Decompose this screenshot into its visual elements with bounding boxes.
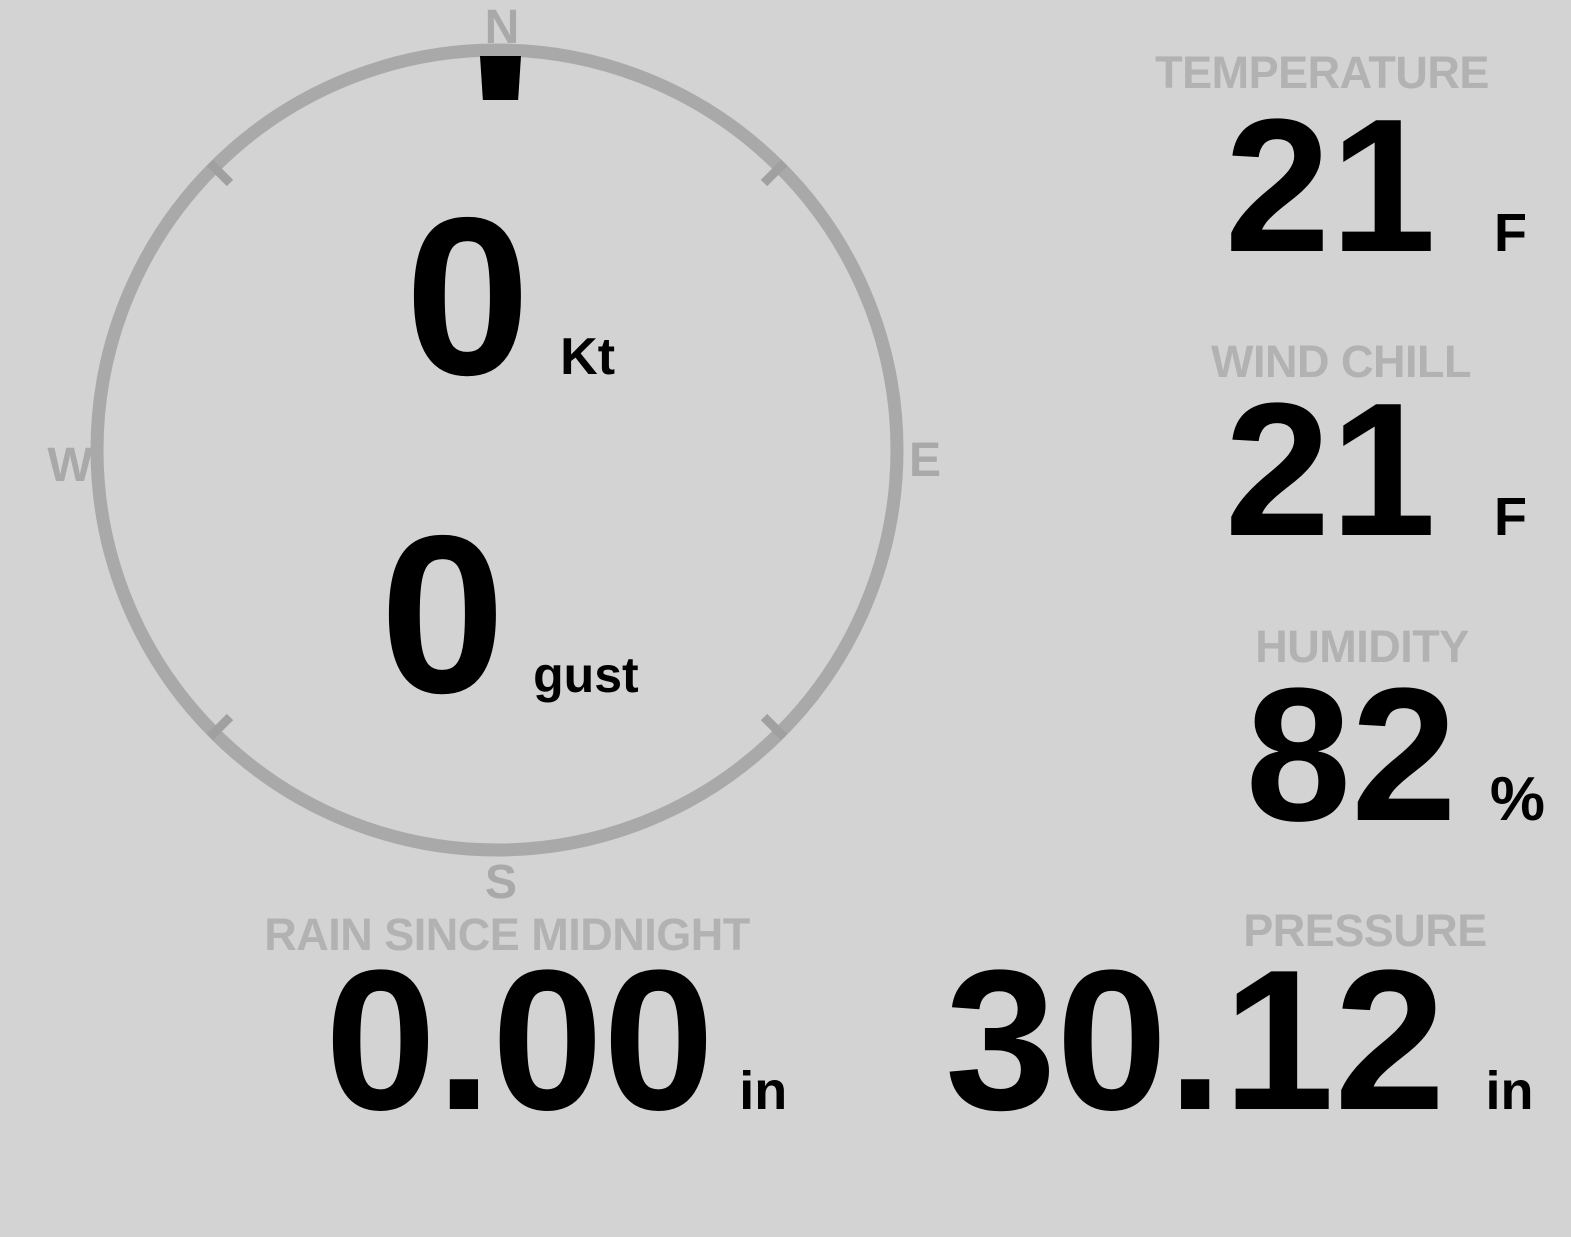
wind-gust-unit: gust [533, 647, 639, 703]
wind-direction-marker-icon [480, 56, 521, 100]
pressure-value: 30.12 [945, 929, 1446, 1152]
wind-chill-value: 21 [1224, 364, 1436, 576]
cardinal-west-label: W [47, 439, 93, 492]
wind-speed-value: 0 [405, 170, 531, 422]
temperature-label: TEMPERATURE [1155, 47, 1489, 98]
humidity-value: 82 [1245, 649, 1457, 861]
pressure-unit: in [1485, 1061, 1534, 1121]
temperature-value-row: 21 F [1225, 91, 1527, 281]
humidity-label: HUMIDITY [1255, 621, 1469, 672]
wind-speed-unit: Kt [560, 328, 616, 386]
rain-since-midnight-unit: in [739, 1061, 788, 1121]
wind-gust-row: 0 gust [380, 502, 639, 727]
cardinal-south-label: S [484, 856, 518, 909]
rain-since-midnight-label: RAIN SINCE MIDNIGHT [264, 909, 750, 960]
wind-gust-value: 0 [380, 488, 506, 740]
pressure-value-row: 30.12 in [945, 941, 1534, 1141]
rain-since-midnight-value: 0.00 [325, 929, 715, 1152]
wind-chill-unit: F [1494, 487, 1527, 547]
rain-since-midnight-value-row: 0.00 in [325, 941, 787, 1141]
wind-compass: N E S W 0 Kt 0 gust [47, 1, 942, 909]
humidity-value-row: 82 % [1246, 660, 1545, 850]
temperature-unit: F [1494, 203, 1527, 263]
wind-chill-label: WIND CHILL [1211, 336, 1471, 387]
cardinal-east-label: E [908, 434, 942, 487]
wind-speed-row: 0 Kt [405, 184, 615, 409]
humidity-unit: % [1489, 765, 1545, 834]
compass-dial [90, 43, 904, 857]
cardinal-north-label: N [484, 1, 520, 54]
pressure-label: PRESSURE [1243, 905, 1487, 956]
wind-chill-value-row: 21 F [1225, 375, 1527, 565]
temperature-value: 21 [1224, 80, 1436, 292]
